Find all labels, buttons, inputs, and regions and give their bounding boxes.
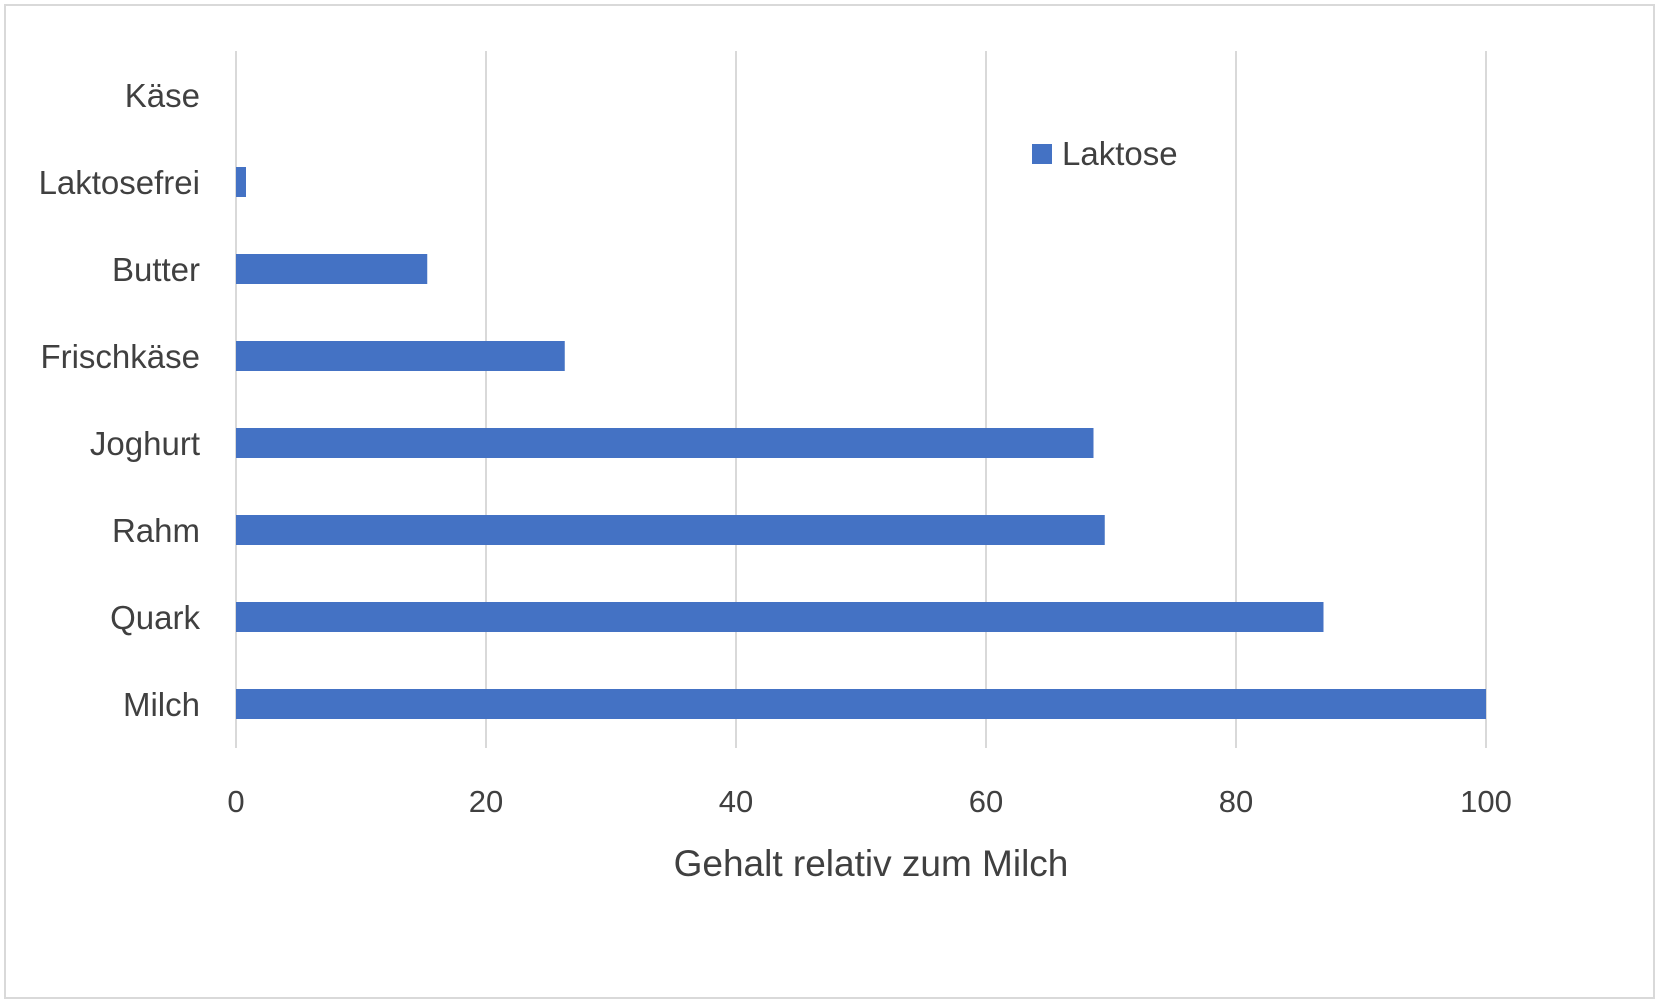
bar: [236, 428, 1094, 458]
legend-swatch: [1032, 144, 1052, 164]
x-axis-title: Gehalt relativ zum Milch: [674, 843, 1069, 884]
category-label: Joghurt: [90, 425, 200, 462]
category-label: Milch: [123, 686, 200, 723]
x-tick-label: 20: [469, 784, 503, 819]
bar: [236, 167, 246, 197]
bars: [236, 167, 1486, 719]
x-axis-tick-labels: 0 20 40 60 80 100: [227, 784, 1511, 819]
x-tick-label: 60: [969, 784, 1003, 819]
chart-area: Milch Quark Rahm Joghurt Frischkäse Butter Lak…: [4, 4, 1655, 999]
x-tick-label: 80: [1219, 784, 1253, 819]
x-tick-label: 40: [719, 784, 753, 819]
bar: [236, 515, 1105, 545]
category-label: Butter: [112, 251, 200, 288]
category-label: Frischkäse: [40, 338, 200, 375]
category-label: Quark: [110, 599, 200, 636]
bar: [236, 689, 1486, 719]
x-tick-label: 0: [227, 784, 244, 819]
legend: Laktose: [1032, 135, 1178, 172]
gridlines: [235, 51, 1487, 748]
category-label: Laktosefrei: [39, 164, 200, 201]
category-label: Käse: [125, 77, 200, 114]
bar: [236, 602, 1324, 632]
legend-label: Laktose: [1062, 135, 1178, 172]
x-tick-label: 100: [1460, 784, 1512, 819]
category-label: Rahm: [112, 512, 200, 549]
bar: [236, 254, 428, 284]
bar-chart: Milch Quark Rahm Joghurt Frischkäse Butter Lak…: [39, 51, 1512, 884]
bar: [236, 341, 565, 371]
category-labels: Milch Quark Rahm Joghurt Frischkäse Butter Lak…: [39, 77, 201, 723]
